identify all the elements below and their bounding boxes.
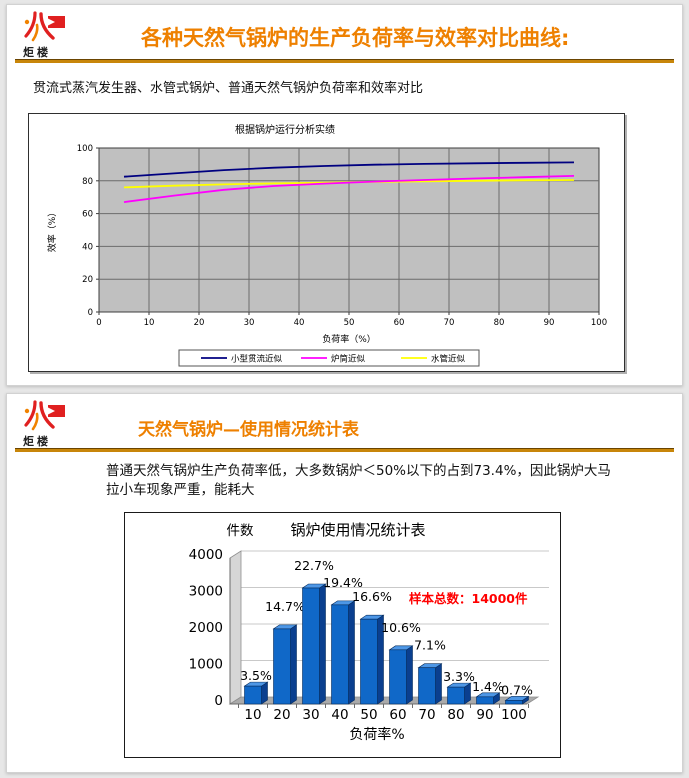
- svg-text:小型贯流近似: 小型贯流近似: [231, 354, 283, 365]
- svg-text:80: 80: [494, 318, 505, 328]
- usage-bar-chart: 0 1000 2000 3000 4000 3.5% 10 14.7% 20 22.7% 30 19.…: [189, 521, 549, 743]
- svg-text:22.7%: 22.7%: [294, 558, 334, 573]
- svg-text:10: 10: [144, 318, 155, 328]
- svg-text:0.7%: 0.7%: [501, 682, 533, 697]
- brand-logo: 炬楼: [23, 11, 87, 60]
- svg-text:4000: 4000: [189, 547, 223, 563]
- svg-text:水管近似: 水管近似: [431, 354, 466, 365]
- brand-name: 炬楼: [23, 435, 51, 448]
- flame-logo-icon: [24, 400, 65, 431]
- svg-text:效率（%）: 效率（%）: [46, 208, 58, 253]
- svg-text:锅炉使用情况统计表: 锅炉使用情况统计表: [290, 521, 425, 539]
- svg-text:3000: 3000: [189, 584, 223, 600]
- svg-text:50: 50: [360, 707, 377, 723]
- svg-text:16.6%: 16.6%: [352, 589, 392, 604]
- svg-text:20: 20: [194, 318, 205, 328]
- svg-text:样本总数：14000件: 样本总数：14000件: [409, 591, 528, 606]
- svg-text:负荷率（%）: 负荷率（%）: [322, 333, 376, 345]
- svg-text:70: 70: [418, 707, 435, 723]
- svg-text:10.6%: 10.6%: [381, 620, 421, 635]
- svg-text:50: 50: [344, 318, 355, 328]
- slide-1: 炬楼 各种天然气锅炉的生产负荷率与效率对比曲线: 贯流式蒸汽发生器、水管式锅炉、…: [6, 4, 683, 386]
- slide2-body-text: 普通天然气锅炉生产负荷率低，大多数锅炉＜50%以下的占到73.4%，因此锅炉大马…: [106, 463, 611, 498]
- svg-text:40: 40: [82, 242, 93, 252]
- slide1-subtitle: 贯流式蒸汽发生器、水管式锅炉、普通天然气锅炉负荷率和效率对比: [33, 81, 424, 96]
- svg-text:1000: 1000: [189, 657, 223, 673]
- svg-text:90: 90: [544, 318, 555, 328]
- svg-text:60: 60: [82, 210, 93, 220]
- brand-name: 炬楼: [23, 46, 51, 59]
- svg-text:19.4%: 19.4%: [323, 575, 363, 590]
- svg-text:14.7%: 14.7%: [265, 599, 305, 614]
- svg-text:根据锅炉运行分析实绩: 根据锅炉运行分析实绩: [235, 123, 335, 136]
- svg-text:60: 60: [389, 707, 406, 723]
- svg-text:0: 0: [88, 308, 93, 318]
- svg-text:70: 70: [444, 318, 455, 328]
- svg-text:30: 30: [302, 707, 319, 723]
- svg-text:2000: 2000: [189, 620, 223, 636]
- svg-text:40: 40: [294, 318, 305, 328]
- svg-text:3.5%: 3.5%: [240, 668, 272, 683]
- efficiency-line-chart-frame: 0 10 20 30 40 50 60 70 80 90 100 0 20 40 60 80 100 根据锅炉运行…: [28, 113, 625, 372]
- slide-2: 炬楼 天然气锅炉—使用情况统计表 普通天然气锅炉生产负荷率低，大多数锅炉＜50%…: [6, 393, 683, 773]
- svg-text:20: 20: [82, 275, 93, 285]
- svg-text:60: 60: [394, 318, 405, 328]
- svg-text:7.1%: 7.1%: [414, 638, 446, 653]
- efficiency-line-chart: 0 10 20 30 40 50 60 70 80 90 100 0 20 40 60 80 100 根据锅炉运行…: [46, 123, 607, 367]
- svg-text:20: 20: [273, 707, 290, 723]
- svg-text:炉筒近似: 炉筒近似: [331, 354, 366, 365]
- svg-text:件数: 件数: [227, 523, 254, 539]
- svg-text:30: 30: [244, 318, 255, 328]
- slide2-title: 天然气锅炉—使用情况统计表: [138, 420, 359, 440]
- svg-text:90: 90: [476, 707, 493, 723]
- usage-bar-chart-box: 0 1000 2000 3000 4000 3.5% 10 14.7% 20 22.7% 30 19.…: [124, 512, 561, 758]
- header-rule: [15, 59, 674, 63]
- svg-text:80: 80: [82, 177, 93, 187]
- flame-logo-icon: [24, 11, 65, 42]
- svg-text:100: 100: [501, 707, 527, 723]
- slide1-title: 各种天然气锅炉的生产负荷率与效率对比曲线:: [141, 26, 570, 50]
- brand-logo: 炬楼: [23, 400, 87, 449]
- svg-text:100: 100: [591, 318, 607, 328]
- header-rule: [15, 448, 674, 452]
- svg-text:100: 100: [77, 144, 93, 154]
- svg-text:80: 80: [447, 707, 464, 723]
- svg-text:负荷率%: 负荷率%: [349, 726, 404, 743]
- svg-text:10: 10: [244, 707, 261, 723]
- svg-text:0: 0: [214, 693, 223, 709]
- svg-text:40: 40: [331, 707, 348, 723]
- svg-text:1.4%: 1.4%: [472, 679, 504, 694]
- svg-text:3.3%: 3.3%: [443, 669, 475, 684]
- svg-text:0: 0: [96, 318, 101, 328]
